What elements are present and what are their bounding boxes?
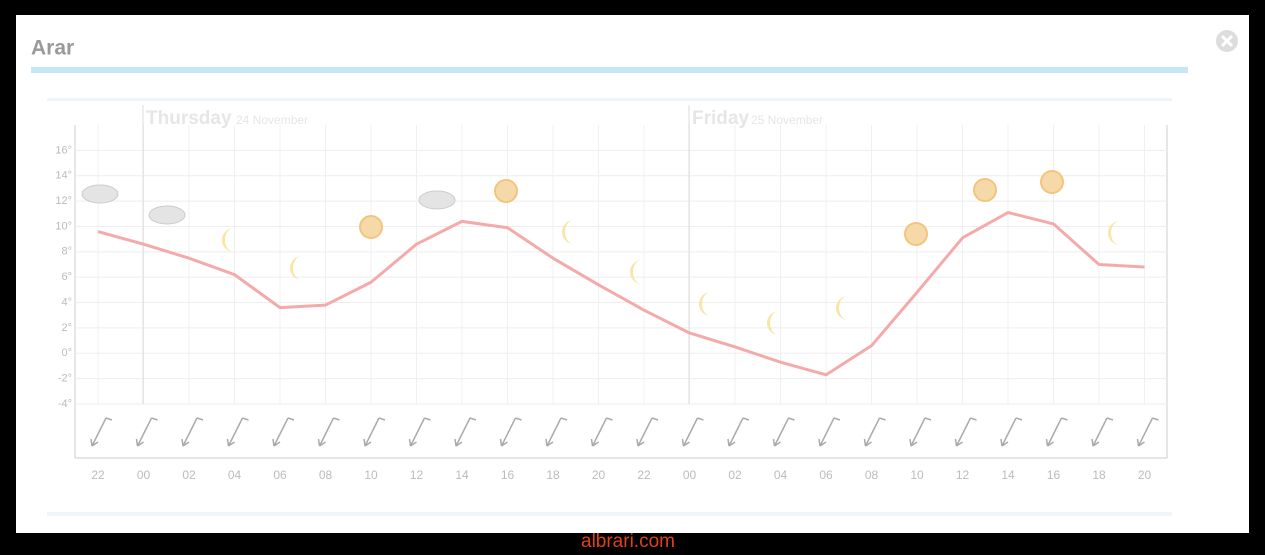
moon-icon: [222, 228, 234, 252]
wind-arrow: [1136, 417, 1159, 447]
close-icon: [1220, 34, 1234, 48]
day-name: Thursday: [146, 108, 232, 129]
modal-title: Arar: [31, 37, 74, 60]
wind-arrow: [135, 417, 158, 447]
x-tick-label: 10: [364, 468, 378, 482]
x-tick-label: 04: [228, 468, 242, 482]
moon-icon: [630, 260, 642, 284]
moon-icon: [836, 296, 848, 320]
y-tick-label: 4°: [61, 296, 72, 308]
moon-icon: [699, 292, 711, 316]
x-tick-label: 18: [1092, 468, 1106, 482]
title-underline: [31, 67, 1188, 73]
wind-arrow: [1045, 417, 1068, 447]
x-tick-label: 00: [137, 468, 151, 482]
x-tick-label: 00: [683, 468, 697, 482]
x-tick-label: 06: [819, 468, 833, 482]
wind-arrow: [590, 417, 613, 447]
y-tick-label: 10°: [55, 220, 72, 232]
sun-icon: [1040, 170, 1064, 194]
x-tick-label: 08: [319, 468, 333, 482]
chart: -4° -2° 0° 2° 4° 6° 8° 10° 12° 14° 16° 22 00 02 04 06 08…: [55, 105, 1168, 482]
wind-arrow: [363, 417, 386, 447]
x-tick-label: 02: [728, 468, 742, 482]
day-date: 24 November: [236, 113, 308, 127]
x-tick-label: 04: [774, 468, 788, 482]
wind-arrow: [454, 417, 477, 447]
moon-icon: [562, 220, 574, 244]
x-tick-label: 22: [637, 468, 651, 482]
wind-arrow: [317, 417, 340, 447]
wind-arrow: [818, 417, 841, 447]
cloud-icon: [81, 184, 119, 204]
wind-arrow: [772, 417, 795, 447]
wind-arrow: [90, 417, 113, 447]
day-name: Friday: [692, 108, 749, 129]
y-tick-label: 8°: [61, 246, 72, 258]
wind-arrow: [545, 417, 568, 447]
sun-icon: [973, 178, 997, 202]
x-tick-label: 08: [865, 468, 879, 482]
x-tick-label: 22: [91, 468, 105, 482]
x-tick-label: 10: [910, 468, 924, 482]
wind-arrow: [272, 417, 295, 447]
y-tick-label: 12°: [55, 195, 72, 207]
moon-icon: [290, 256, 302, 280]
day-date: 25 November: [751, 113, 823, 127]
cloud-icon: [418, 190, 456, 210]
x-tick-label: 02: [182, 468, 196, 482]
moon-icon: [767, 311, 779, 335]
y-tick-label: 16°: [55, 144, 72, 156]
wind-arrow: [1091, 417, 1114, 447]
wind-arrow: [681, 417, 704, 447]
wind-arrow: [909, 417, 932, 447]
x-tick-label: 16: [1047, 468, 1061, 482]
x-tick-label: 20: [1138, 468, 1152, 482]
wind-arrow: [181, 417, 204, 447]
cloud-icon: [148, 205, 186, 225]
x-tick-label: 18: [546, 468, 560, 482]
wind-arrow: [727, 417, 750, 447]
y-tick-label: 6°: [61, 271, 72, 283]
watermark: albrari.com: [581, 531, 675, 550]
x-tick-label: 06: [273, 468, 287, 482]
y-tick-label: 2°: [61, 322, 72, 334]
x-tick-label: 20: [592, 468, 606, 482]
wind-arrow: [226, 417, 249, 447]
y-tick-label: -4°: [58, 398, 72, 410]
x-tick-label: 12: [410, 468, 424, 482]
wind-arrow: [954, 417, 977, 447]
y-tick-label: 14°: [55, 170, 72, 182]
wind-arrow: [1000, 417, 1023, 447]
chart-bottom-bar: [47, 512, 1172, 516]
x-tick-label: 14: [455, 468, 469, 482]
y-tick-label: 0°: [61, 347, 72, 359]
sun-icon: [359, 215, 383, 239]
x-tick-label: 12: [956, 468, 970, 482]
wind-arrow: [863, 417, 886, 447]
chart-top-bar: [47, 98, 1172, 101]
x-tick-label: 16: [501, 468, 515, 482]
wind-arrow: [636, 417, 659, 447]
wind-arrow: [499, 417, 522, 447]
temperature-line: [97, 211, 1145, 377]
x-tick-label: 14: [1001, 468, 1015, 482]
sun-icon: [904, 222, 928, 246]
sun-icon: [494, 179, 518, 203]
moon-icon: [1108, 221, 1120, 245]
wind-arrow: [408, 417, 431, 447]
y-tick-label: -2°: [58, 373, 72, 385]
